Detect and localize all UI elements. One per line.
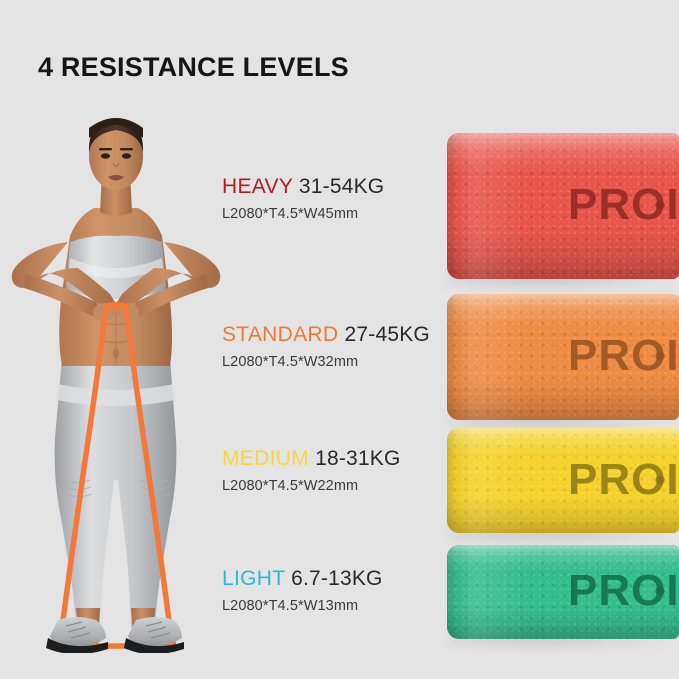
- level-spec-light: L2080*T4.5*W13mm: [222, 598, 359, 614]
- level-name-standard: STANDARD: [222, 323, 345, 346]
- resistance-levels-list: HEAVY 31-54KG L2080*T4.5*W45mm STANDARD …: [222, 0, 462, 679]
- band-logo-medium: PROI: [568, 458, 679, 504]
- level-item-light: LIGHT 6.7-13KG L2080*T4.5*W13mm: [222, 568, 462, 614]
- leggings: [54, 358, 177, 628]
- band-medium: PROI: [447, 428, 679, 533]
- band-logo-standard: PROI: [568, 334, 679, 380]
- band-texture-medium: [447, 428, 679, 533]
- level-headline-light: LIGHT 6.7-13KG: [222, 568, 462, 589]
- level-weight-standard: 27-45KG: [344, 323, 430, 346]
- band-sideshade-light: [447, 545, 679, 639]
- level-headline-medium: MEDIUM 18-31KG: [222, 448, 462, 469]
- band-texture-heavy: [447, 133, 679, 279]
- level-weight-heavy: 31-54KG: [298, 175, 385, 198]
- right-arm: [116, 242, 221, 308]
- level-headline-heavy: HEAVY 31-54KG: [222, 176, 462, 197]
- band-logo-heavy: PROI: [568, 183, 679, 229]
- page-title: 4 RESISTANCE LEVELS: [38, 52, 349, 82]
- left-arm: [11, 242, 116, 308]
- level-name-heavy: HEAVY: [222, 175, 299, 198]
- band-light: PROI: [447, 545, 679, 639]
- band-sheen-light: [447, 545, 679, 639]
- right-shoe: [124, 617, 184, 653]
- band-sheen-heavy: [447, 133, 679, 279]
- level-spec-heavy: L2080*T4.5*W45mm: [222, 206, 359, 222]
- band-heavy: PROI: [447, 133, 679, 279]
- face: [89, 122, 143, 190]
- band-sheen-standard: [447, 294, 679, 420]
- level-item-heavy: HEAVY 31-54KG L2080*T4.5*W45mm: [222, 176, 462, 222]
- level-spec-standard: L2080*T4.5*W32mm: [222, 354, 359, 370]
- level-name-medium: MEDIUM: [222, 447, 316, 470]
- level-headline-standard: STANDARD 27-45KG: [222, 324, 462, 345]
- band-sideshade-medium: [447, 428, 679, 533]
- band-logo-light: PROI: [568, 569, 679, 615]
- band-texture-light: [447, 545, 679, 639]
- band-sideshade-heavy: [447, 133, 679, 279]
- band-sheen-medium: [447, 428, 679, 533]
- level-item-standard: STANDARD 27-45KG L2080*T4.5*W32mm: [222, 324, 462, 370]
- level-name-light: LIGHT: [222, 567, 292, 590]
- band-standard: PROI: [447, 294, 679, 420]
- level-item-medium: MEDIUM 18-31KG L2080*T4.5*W22mm: [222, 448, 462, 494]
- left-shoe: [46, 617, 108, 653]
- model-photo: [0, 108, 232, 653]
- band-sideshade-standard: [447, 294, 679, 420]
- level-weight-light: 6.7-13KG: [291, 567, 383, 590]
- level-spec-medium: L2080*T4.5*W22mm: [222, 478, 359, 494]
- level-weight-medium: 18-31KG: [315, 447, 401, 470]
- band-texture-standard: [447, 294, 679, 420]
